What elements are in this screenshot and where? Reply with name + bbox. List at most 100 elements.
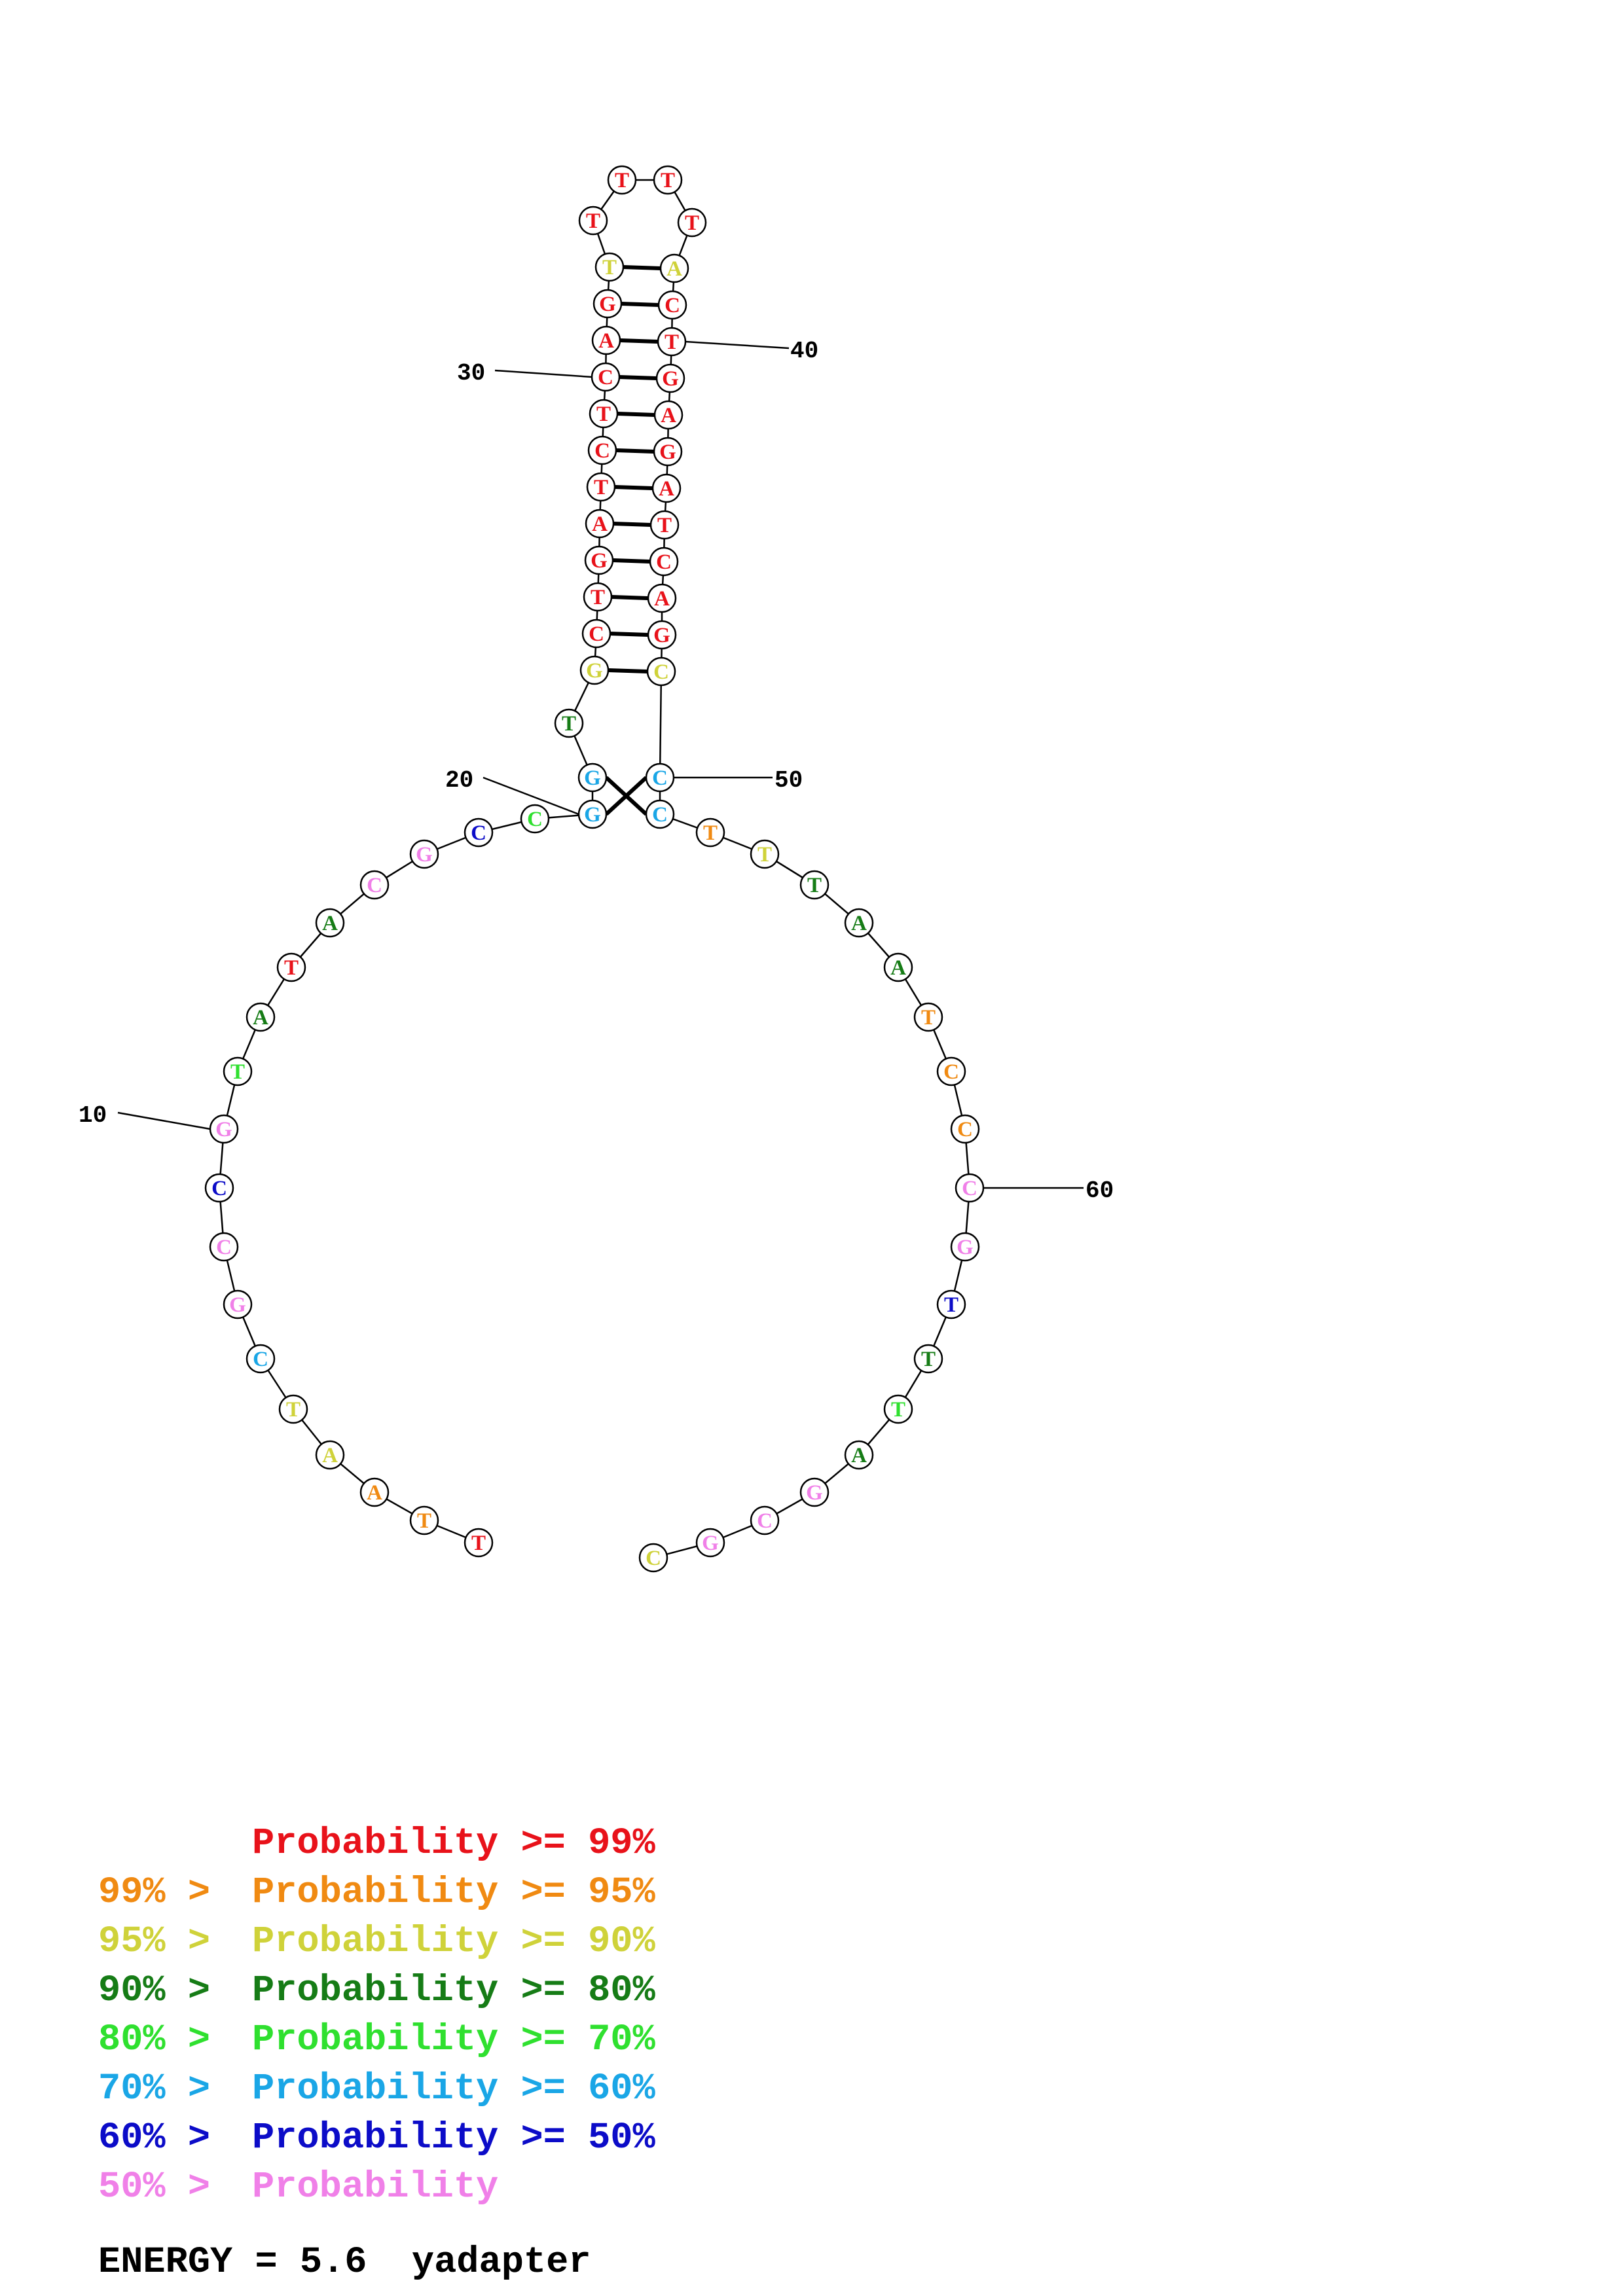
nucleotide: T — [583, 582, 613, 612]
nucleotide-circle — [657, 290, 687, 320]
nucleotide-circle — [844, 1440, 874, 1470]
base-pair-bond — [608, 668, 648, 673]
nucleotide: T — [276, 952, 306, 982]
nucleotide-circle — [950, 1114, 980, 1144]
nucleotide: A — [651, 473, 682, 503]
nucleotide: G — [593, 289, 623, 319]
nucleotide: T — [799, 870, 830, 900]
base-pair-bond — [604, 776, 648, 816]
nucleotide: A — [359, 1477, 390, 1507]
legend-range: Probability >= 90% — [252, 1921, 655, 1963]
nucleotide-circle — [359, 1477, 390, 1507]
nucleotide-letter: A — [253, 1006, 268, 1030]
nucleotide: G — [695, 1528, 725, 1558]
nucleotide-circle — [677, 207, 707, 238]
nucleotide-letter: C — [652, 766, 668, 790]
nucleotide: C — [464, 817, 494, 848]
label-leader — [483, 776, 579, 816]
base-pair-bond — [613, 522, 651, 527]
nucleotide-letter: C — [656, 550, 672, 574]
nucleotide: G — [653, 437, 683, 467]
nucleotide-circle — [645, 799, 675, 829]
nucleotide-circle — [577, 762, 608, 793]
nucleotide: A — [647, 583, 677, 613]
nucleotide: A — [591, 325, 621, 355]
nucleotide-letter: T — [230, 1060, 245, 1084]
nucleotide-circle — [591, 325, 621, 355]
legend-threshold: 50% > — [98, 2166, 233, 2208]
nucleotide-circle — [653, 437, 683, 467]
nucleotide-circle — [649, 510, 680, 540]
nucleotide-letter: T — [471, 1532, 486, 1555]
nucleotide: T — [409, 1505, 439, 1535]
nucleotide-circle — [409, 839, 439, 869]
nucleotide-letter: G — [416, 843, 433, 867]
legend-row: 90% > Probability >= 80% — [98, 1967, 655, 2016]
nucleotide-circle — [695, 1528, 725, 1558]
legend-row: 70% > Probability >= 60% — [98, 2065, 655, 2114]
nucleotide: C — [646, 656, 676, 687]
nucleotide-letter: G — [584, 766, 601, 790]
nucleotide-circle — [209, 1114, 239, 1144]
base-pair-bond — [615, 448, 655, 454]
nucleotide-letter: T — [921, 1006, 936, 1030]
energy-footer: ENERGY = 5.6 yadapter — [98, 2242, 591, 2284]
nucleotide-letter: C — [216, 1236, 232, 1259]
nucleotide-letter: C — [646, 1547, 661, 1570]
nucleotide-letter: G — [702, 1532, 719, 1555]
nucleotide-letter: C — [367, 874, 382, 897]
nucleotide-circle — [799, 1477, 830, 1507]
nucleotide-letter: C — [211, 1177, 227, 1200]
nucleotide-circle — [638, 1543, 668, 1573]
nucleotide: C — [520, 804, 550, 834]
nucleotide-letter: A — [654, 587, 670, 611]
nucleotide: C — [649, 547, 679, 577]
nucleotide: T — [883, 1394, 913, 1424]
nucleotide-letter: C — [957, 1118, 973, 1141]
position-label: 20 — [445, 767, 473, 794]
nucleotide-letter: C — [253, 1348, 268, 1371]
nucleotide: C — [645, 762, 675, 793]
nucleotide: T — [223, 1056, 253, 1086]
nucleotide: C — [581, 619, 611, 649]
legend-row: 99% > Probability >= 95% — [98, 1869, 655, 1918]
nucleotide-letter: C — [652, 803, 668, 827]
nucleotide-circle — [647, 583, 677, 613]
nucleotide-circle — [464, 817, 494, 848]
nucleotide: G — [655, 363, 685, 393]
nucleotide-letter: T — [685, 211, 699, 235]
nucleotide-circle — [520, 804, 550, 834]
base-pair-bond — [611, 595, 649, 600]
nucleotide: G — [409, 839, 439, 869]
position-labels: 10 20 30 40 50 60 — [79, 338, 1114, 1204]
nucleotide-circle — [657, 327, 687, 357]
nucleotide-circle — [695, 817, 725, 848]
position-label: 30 — [457, 360, 485, 387]
base-pair-bond — [614, 485, 653, 490]
nucleotide-circle — [581, 619, 611, 649]
nucleotide: C — [950, 1114, 980, 1144]
nucleotide: T — [649, 510, 680, 540]
nucleotide: T — [913, 1002, 943, 1032]
nucleotide-circle — [223, 1056, 253, 1086]
nucleotide: T — [589, 399, 619, 429]
nucleotide: G — [209, 1114, 239, 1144]
nucleotide-circle — [645, 762, 675, 793]
nucleotide-circle — [647, 620, 677, 650]
nucleotide: A — [585, 509, 615, 539]
position-label: 50 — [775, 767, 803, 794]
nucleotide-circle — [315, 1440, 345, 1470]
nucleotide-circle — [659, 253, 689, 283]
nucleotide: T — [578, 206, 608, 236]
nucleotide-circle — [204, 1173, 234, 1203]
nucleotide-circle — [883, 952, 913, 982]
legend-threshold: 90% > — [98, 1970, 233, 2012]
nucleotide-letter: T — [661, 169, 675, 192]
legend-threshold: 95% > — [98, 1921, 233, 1963]
nucleotide: G — [647, 620, 677, 650]
backbone-segment — [659, 671, 663, 778]
nucleotide: A — [246, 1002, 276, 1032]
nucleotide: C — [246, 1344, 276, 1374]
